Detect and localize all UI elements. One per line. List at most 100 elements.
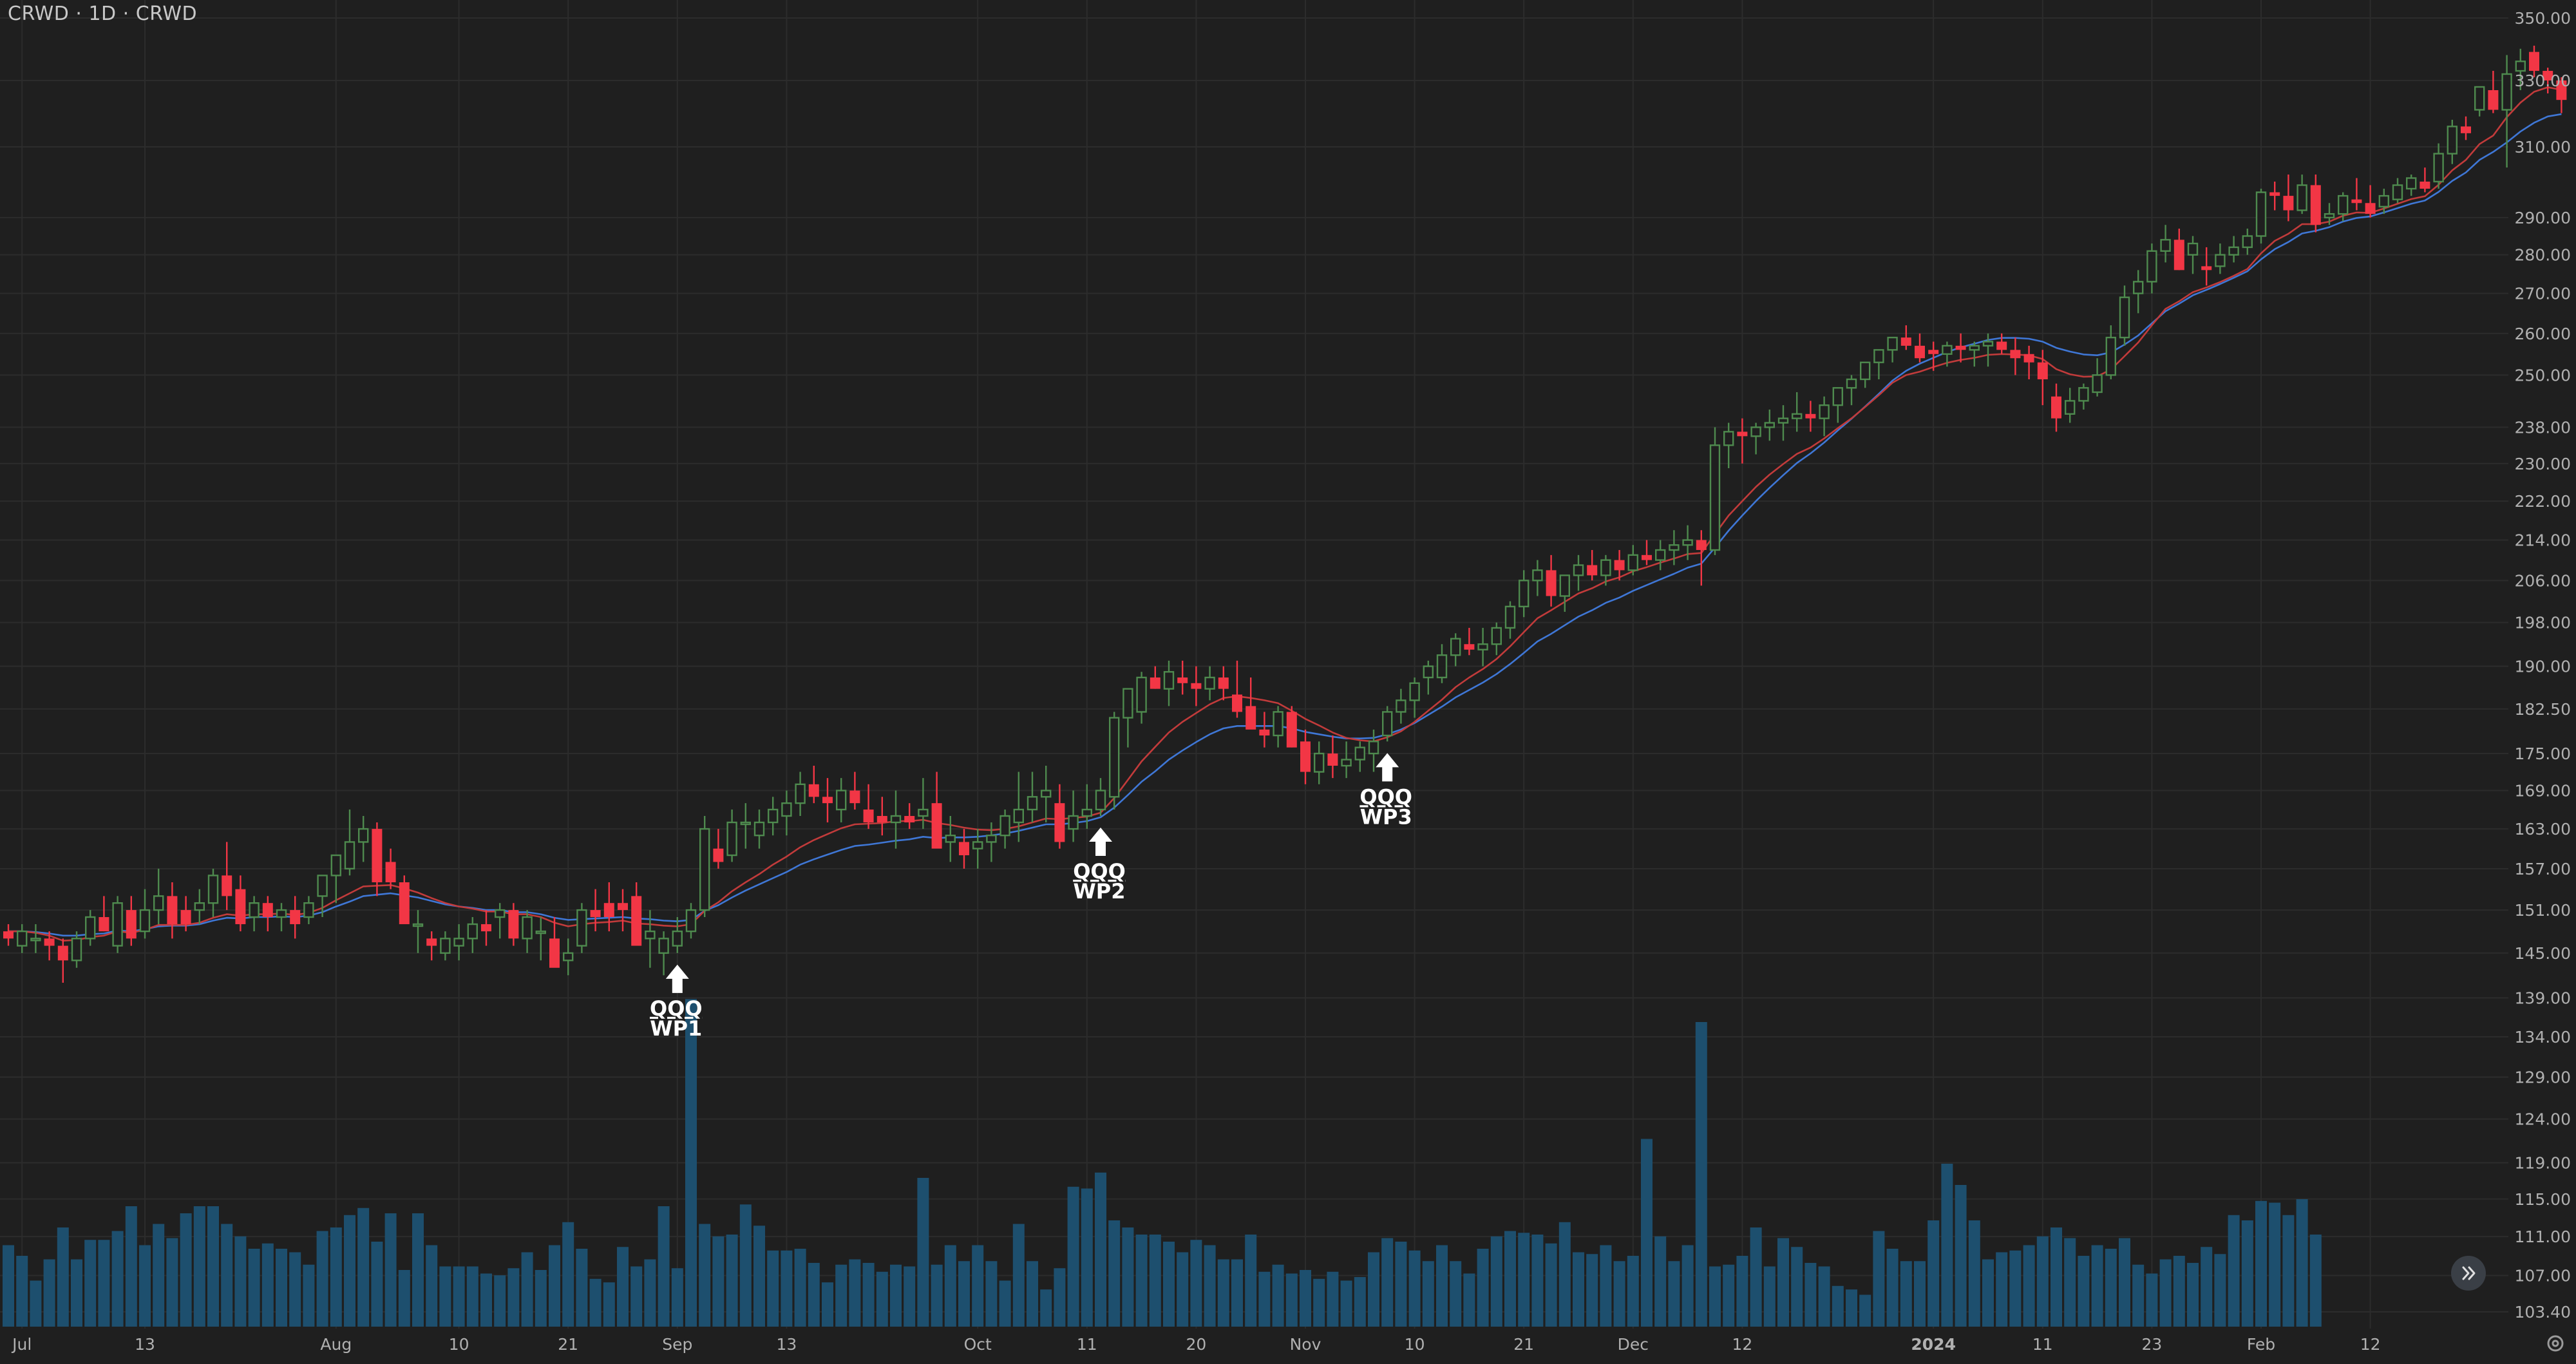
candle-body [2556, 80, 2567, 100]
candle [2515, 48, 2526, 90]
volume-bar [1272, 1264, 1284, 1327]
volume-bar [1040, 1289, 1052, 1327]
candle [1491, 622, 1502, 656]
candle-body [753, 821, 765, 837]
volume-bar [917, 1178, 929, 1327]
volume-bar [1750, 1227, 1762, 1327]
volume-bar [1490, 1236, 1502, 1327]
price-tick-label: 290.00 [2515, 209, 2571, 227]
volume-bar [1436, 1245, 1448, 1327]
candle-body [235, 889, 246, 925]
volume-bar [2187, 1263, 2199, 1327]
chart-settings-button[interactable] [2544, 1332, 2567, 1355]
candle-body [522, 916, 533, 940]
volume-bar [1804, 1263, 1817, 1327]
volume-bar [1354, 1277, 1366, 1327]
candle [1627, 545, 1639, 576]
candle [2310, 175, 2321, 232]
volume-bar [1067, 1186, 1079, 1327]
candle [1654, 540, 1666, 571]
annotation-label-top: QQQ [650, 996, 703, 1021]
volume-bar [617, 1247, 629, 1327]
candle-body [481, 924, 491, 932]
time-tick-label: 11 [1077, 1335, 1097, 1354]
candle-body [1942, 345, 1953, 355]
candle [1887, 336, 1898, 363]
candle [2324, 203, 2335, 225]
candle-body [1013, 808, 1025, 824]
volume-bar [1027, 1261, 1038, 1327]
candle [112, 896, 123, 953]
candle-body [1669, 544, 1680, 551]
candle [84, 910, 96, 946]
candle [726, 810, 737, 862]
candle [1150, 666, 1160, 689]
candle [3, 924, 14, 946]
candle [399, 875, 410, 925]
candle [44, 931, 55, 961]
candle-body [2132, 281, 2144, 294]
candle [1218, 666, 1229, 701]
volume-bar [1231, 1259, 1243, 1327]
candle [1381, 706, 1393, 742]
candle-body [290, 910, 301, 925]
volume-bar [412, 1213, 424, 1327]
ema-fast-line [8, 86, 2562, 942]
volume-bar [1054, 1268, 1066, 1327]
candle-body [399, 882, 410, 925]
candle [1928, 341, 1939, 371]
scroll-to-latest-button[interactable] [2451, 1256, 2486, 1291]
candle [57, 938, 68, 983]
candle-body [412, 923, 424, 927]
volume-bar [1982, 1259, 1994, 1327]
volume-bar [1613, 1261, 1625, 1327]
candle-body [1887, 336, 1898, 351]
volume-bar [1258, 1271, 1271, 1327]
volume-bar [1285, 1273, 1298, 1327]
volume-bar [1914, 1261, 1926, 1327]
candle [1996, 333, 2007, 354]
candle-body [453, 938, 464, 947]
candle [2529, 45, 2539, 77]
candle [180, 896, 191, 932]
candle-body [2433, 153, 2444, 183]
time-tick-label: 13 [135, 1335, 155, 1354]
candle [1709, 427, 1721, 555]
candle [235, 875, 246, 932]
time-tick-label: Jul [11, 1335, 32, 1354]
candle-body [1300, 741, 1311, 772]
candle-body [2023, 354, 2034, 363]
candle-body [1846, 378, 1857, 389]
candle-body [1177, 677, 1188, 683]
volume-bar [180, 1213, 192, 1327]
volume-bar [658, 1206, 670, 1327]
candle [2365, 185, 2376, 218]
candle-body [2255, 191, 2267, 237]
candle [2351, 178, 2362, 211]
candle-body [631, 896, 642, 946]
candle [440, 931, 451, 961]
volume-bar [43, 1259, 55, 1327]
price-tick-label: 111.00 [2515, 1227, 2571, 1246]
candle [1900, 325, 1911, 350]
candle-body [672, 930, 683, 947]
volume-bar [862, 1263, 875, 1327]
time-tick-label: 12 [2360, 1335, 2381, 1354]
candle [1286, 706, 1297, 748]
volume-bar [98, 1240, 110, 1327]
volume-bar [2050, 1227, 2062, 1327]
candle-body [167, 896, 178, 925]
candle [1409, 677, 1420, 718]
candle [2255, 189, 2267, 244]
candle-body [194, 902, 205, 911]
candle [931, 772, 942, 849]
volume-bar [1641, 1139, 1653, 1327]
candle-body [1546, 570, 1557, 596]
volume-bar [1941, 1164, 1953, 1327]
candle-body [1245, 706, 1256, 730]
candle-body [2283, 196, 2294, 211]
